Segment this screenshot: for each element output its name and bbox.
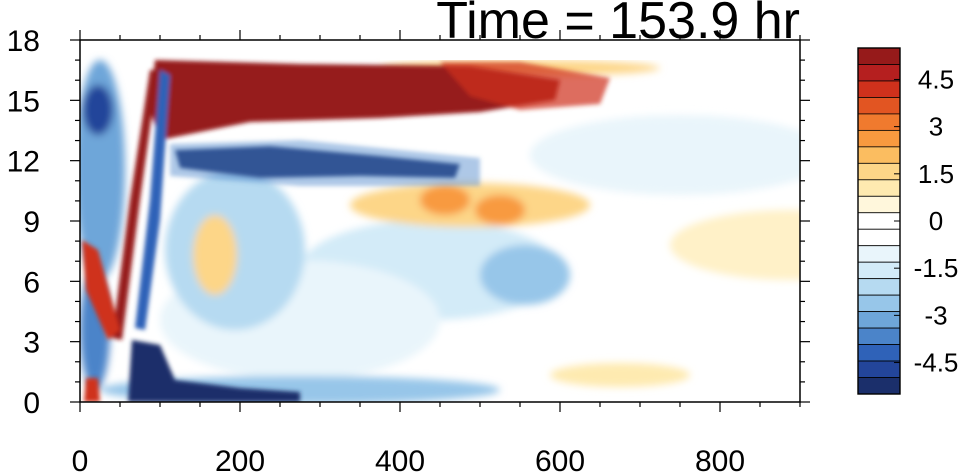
x-tick-label: 600 (535, 445, 585, 473)
colorbar-swatch (857, 47, 901, 65)
weak-positive-left-mid (193, 215, 237, 295)
positive-blob-9b (475, 195, 525, 225)
y-tick-label: 0 (23, 387, 40, 420)
x-axis: 0 200 400 600 800 (72, 30, 801, 473)
y-tick-label: 9 (23, 206, 40, 239)
negative-band-edge (170, 140, 480, 186)
x-tick-label: 200 (215, 445, 265, 473)
colorbar-swatch (857, 245, 901, 263)
colorbar-swatch (857, 327, 901, 345)
y-tick-label: 15 (7, 85, 40, 118)
x-tick-label: 0 (72, 445, 89, 473)
colorbar-label: -4.5 (914, 348, 959, 378)
colorbar-label: 1.5 (918, 159, 954, 189)
colorbar-swatch (857, 129, 901, 148)
near-surface-negative (128, 340, 300, 402)
colorbar-swatch (857, 360, 901, 378)
weak-positive-region-right (670, 210, 800, 280)
tilted-positive-streak-1 (112, 70, 158, 340)
colorbar-label: 4.5 (918, 64, 954, 94)
chart-title: Time = 153.9 hr (436, 0, 800, 50)
near-surface-positive (84, 378, 100, 402)
colorbar-swatch (857, 261, 901, 280)
negative-left-top (83, 85, 113, 135)
colorbar-swatch (857, 294, 901, 313)
colorbar-label: 0 (929, 206, 943, 236)
colorbar-swatch (857, 311, 901, 329)
title-mask (380, 0, 800, 60)
colorbar-swatch (857, 64, 901, 82)
colorbar-swatch (857, 146, 901, 164)
colorbar-swatch (857, 377, 901, 395)
tilted-negative-streak (135, 70, 170, 330)
colorbar-swatch (857, 344, 901, 362)
colorbar-label: -3 (924, 300, 947, 330)
y-axis: 0 3 6 9 12 15 18 (7, 25, 810, 420)
positive-blob-9a (420, 185, 470, 215)
y-tick-label: 3 (23, 327, 40, 360)
x-tick-label: 800 (695, 445, 745, 473)
colorbar-swatch (857, 97, 901, 115)
colorbar-swatch (857, 195, 901, 214)
colorbar-swatch (857, 179, 901, 197)
colorbar-swatch (857, 228, 901, 247)
colorbar-frame (857, 47, 901, 395)
colorbar-swatch (857, 212, 901, 230)
weak-negative-region-upper (530, 115, 800, 195)
x-tick-label: 400 (375, 445, 425, 473)
colorbar-swatch (857, 80, 901, 98)
y-tick-label: 18 (7, 25, 40, 58)
colorbar-swatch (857, 278, 901, 296)
y-tick-label: 6 (23, 266, 40, 299)
weak-positive-low (550, 363, 690, 387)
negative-blob-mid (480, 245, 570, 305)
colorbar-swatch (857, 162, 901, 181)
colorbar: 4.5 3 1.5 0 -1.5 -3 -4.5 (857, 47, 959, 395)
colorbar-label: 3 (929, 112, 943, 142)
heatmap-field (80, 40, 800, 402)
positive-band-edge (440, 62, 610, 110)
positive-band-9 (350, 183, 590, 227)
colorbar-swatch (857, 113, 901, 131)
colorbar-label: -1.5 (914, 253, 959, 283)
y-tick-label: 12 (7, 146, 40, 179)
tilted-positive-streak-2 (82, 240, 120, 340)
